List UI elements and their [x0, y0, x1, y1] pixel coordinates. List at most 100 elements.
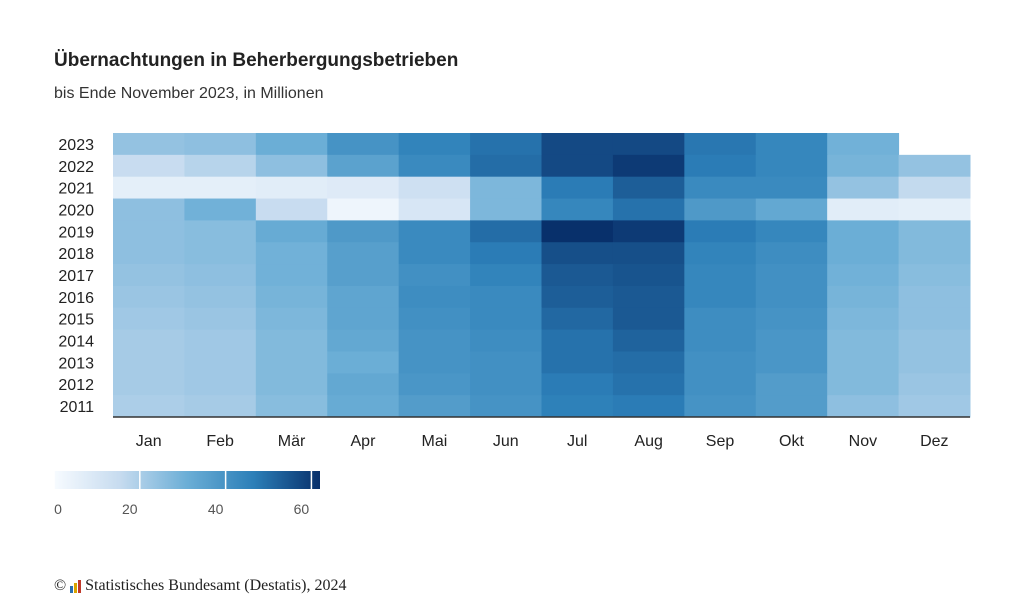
legend-tick-label: 20 — [122, 501, 138, 517]
heatmap-cell-2016-Mai — [398, 285, 471, 309]
heatmap-cell-2023-Okt — [755, 133, 828, 156]
heatmap-cell-2021-Mär — [255, 176, 328, 200]
heatmap-cell-2013-Feb — [184, 351, 257, 374]
heatmap-cell-2023-Sep — [684, 133, 757, 156]
y-tick-label: 2020 — [58, 202, 94, 219]
x-tick-label: Mär — [278, 433, 306, 450]
heatmap-cell-2012-Mär — [255, 373, 328, 396]
heatmap-cell-2018-Feb — [184, 242, 257, 265]
heatmap-cell-2013-Jan — [113, 351, 185, 374]
heatmap-cell-2013-Sep — [684, 351, 757, 374]
heatmap-cell-2018-Jan — [113, 242, 185, 265]
heatmap-cell-2019-Feb — [184, 220, 257, 243]
heatmap-cell-2015-Aug — [612, 307, 685, 331]
y-tick-label: 2012 — [58, 377, 94, 394]
legend-tick-label: 0 — [54, 501, 62, 517]
heatmap-cell-2022-Dez — [898, 154, 971, 178]
heatmap-cell-2015-Okt — [755, 307, 828, 331]
source-footer: © Statistisches Bundesamt (Destatis), 20… — [54, 577, 346, 595]
chart-subtitle: bis Ende November 2023, in Millionen — [54, 85, 324, 102]
heatmap-cell-2016-Aug — [612, 285, 685, 309]
heatmap-cell-2022-Feb — [184, 154, 257, 178]
x-tick-label: Jan — [136, 433, 162, 450]
y-tick-label: 2011 — [60, 399, 95, 416]
heatmap-cell-2017-Mär — [255, 264, 328, 287]
heatmap-cell-2018-Aug — [612, 242, 685, 265]
heatmap-cell-2017-Feb — [184, 264, 257, 287]
heatmap-cell-2017-Dez — [898, 264, 971, 287]
heatmap-cell-2013-Jul — [541, 351, 614, 374]
copyright-symbol: © — [54, 577, 67, 594]
y-tick-label: 2019 — [58, 224, 94, 241]
heatmap-cell-2019-Mai — [398, 220, 471, 243]
heatmap-cell-2019-Sep — [684, 220, 757, 243]
heatmap-cell-2014-Mai — [398, 329, 471, 352]
heatmap-cell-2012-Nov — [827, 373, 900, 396]
heatmap-cell-2014-Jun — [470, 329, 542, 352]
heatmap-cell-2012-Mai — [398, 373, 471, 396]
heatmap-cell-2020-Jun — [470, 198, 542, 221]
heatmap-cell-2016-Feb — [184, 285, 257, 309]
y-tick-label: 2016 — [58, 290, 94, 307]
heatmap-cell-2021-Feb — [184, 176, 257, 200]
heatmap-cell-2016-Jun — [470, 285, 542, 309]
heatmap-cell-2014-Aug — [612, 329, 685, 352]
heatmap-cell-2011-Nov — [827, 395, 900, 418]
x-tick-label: Jul — [567, 433, 587, 450]
heatmap-cell-2015-Sep — [684, 307, 757, 331]
heatmap-cell-2014-Jan — [113, 329, 185, 352]
legend-tick-label: 40 — [208, 501, 224, 517]
heatmap-cell-2023-Jan — [113, 133, 185, 156]
heatmap-cell-2018-Okt — [755, 242, 828, 265]
heatmap-cell-2011-Feb — [184, 395, 257, 418]
heatmap-cell-2022-Nov — [827, 154, 900, 178]
heatmap-cell-2020-Jan — [113, 198, 185, 221]
x-tick-label: Dez — [920, 433, 948, 450]
heatmap-cell-2013-Mai — [398, 351, 471, 374]
x-tick-label: Okt — [779, 433, 804, 450]
chart-title: Übernachtungen in Beherbergungsbetrieben — [54, 50, 459, 71]
heatmap-cell-2019-Jun — [470, 220, 542, 243]
heatmap-cell-2012-Aug — [612, 373, 685, 396]
heatmap-cell-2020-Feb — [184, 198, 257, 221]
heatmap-cell-2017-Okt — [755, 264, 828, 287]
heatmap-cells — [113, 133, 971, 418]
heatmap-cell-2016-Okt — [755, 285, 828, 309]
x-tick-label: Aug — [634, 433, 662, 450]
destatis-bar-logo-icon — [70, 579, 82, 593]
heatmap-cell-2011-Jun — [470, 395, 542, 418]
heatmap-cell-2011-Okt — [755, 395, 828, 418]
heatmap-cell-2013-Jun — [470, 351, 542, 374]
heatmap-cell-2023-Nov — [827, 133, 900, 156]
heatmap-cell-2023-Jun — [470, 133, 542, 156]
heatmap-cell-2012-Sep — [684, 373, 757, 396]
x-tick-label: Mai — [421, 433, 447, 450]
heatmap-cell-2021-Apr — [327, 176, 400, 200]
legend-gradient-bar — [54, 471, 320, 489]
x-tick-label: Jun — [493, 433, 519, 450]
heatmap-cell-2011-Apr — [327, 395, 400, 418]
heatmap-cell-2017-Nov — [827, 264, 900, 287]
heatmap-cell-2014-Jul — [541, 329, 614, 352]
heatmap-cell-2016-Mär — [255, 285, 328, 309]
heatmap-cell-2012-Jul — [541, 373, 614, 396]
heatmap-cell-2018-Nov — [827, 242, 900, 265]
heatmap-cell-2020-Mär — [255, 198, 328, 221]
heatmap-cell-2016-Jan — [113, 285, 185, 309]
heatmap-cell-2020-Sep — [684, 198, 757, 221]
heatmap-cell-2023-Apr — [327, 133, 400, 156]
heatmap-cell-2023-Jul — [541, 133, 614, 156]
heatmap-cell-2015-Mär — [255, 307, 328, 331]
heatmap-cell-2018-Jul — [541, 242, 614, 265]
heatmap-cell-2011-Aug — [612, 395, 685, 418]
heatmap-cell-2012-Jun — [470, 373, 542, 396]
heatmap-cell-2023-Mai — [398, 133, 471, 156]
heatmap-cell-2018-Dez — [898, 242, 971, 265]
heatmap-cell-2014-Feb — [184, 329, 257, 352]
heatmap-cell-2022-Jul — [541, 154, 614, 178]
heatmap-cell-2013-Nov — [827, 351, 900, 374]
heatmap-cell-2021-Jun — [470, 176, 542, 200]
heatmap-cell-2018-Jun — [470, 242, 542, 265]
heatmap-cell-2020-Nov — [827, 198, 900, 221]
y-tick-label: 2015 — [58, 312, 94, 329]
